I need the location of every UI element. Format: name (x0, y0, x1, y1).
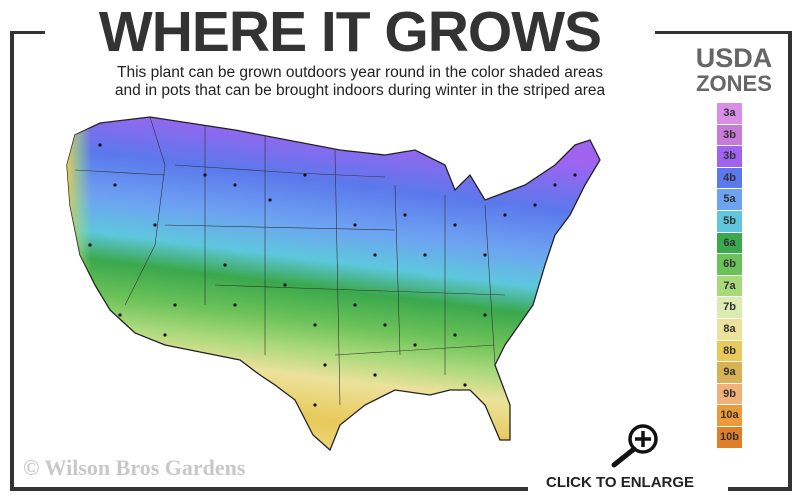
page-title: WHERE IT GROWS (98, 0, 602, 64)
city-dot (268, 198, 272, 202)
city-dot (383, 323, 387, 327)
city-dot (88, 243, 92, 247)
legend-zone-3b: 3b (717, 146, 742, 167)
legend-zone-10b: 10b (717, 426, 742, 448)
city-dot (423, 253, 427, 257)
legend-zone-6a: 6a (717, 232, 742, 254)
city-dot (313, 403, 317, 407)
city-dots (88, 143, 577, 407)
city-dot (453, 333, 457, 337)
city-dot (313, 323, 317, 327)
frame-gap (528, 478, 728, 492)
city-dot (233, 303, 237, 307)
legend-zone-3a: 3a (717, 103, 742, 124)
legend-zone-8b: 8b (717, 340, 742, 362)
city-dot (323, 363, 327, 367)
legend-zone-7b: 7b (717, 297, 742, 318)
zoom-in-icon[interactable] (608, 422, 664, 468)
city-dot (203, 173, 207, 177)
legend-zone-5a: 5a (717, 189, 742, 210)
city-dot (483, 253, 487, 257)
legend-zone-7a: 7a (717, 275, 742, 297)
city-dot (113, 183, 117, 187)
city-dot (373, 253, 377, 257)
legend-zone-8a: 8a (717, 318, 742, 340)
city-dot (98, 143, 102, 147)
legend-zone-6b: 6b (717, 254, 742, 275)
legend-zone-3b: 3b (717, 124, 742, 146)
click-to-enlarge-button[interactable]: CLICK TO ENLARGE (546, 474, 695, 491)
state-borders (74, 116, 506, 406)
city-dot (303, 173, 307, 177)
frame-gap (45, 24, 655, 38)
legend-zone-4b: 4b (717, 167, 742, 189)
usda-zone-map[interactable] (55, 105, 625, 455)
city-dot (233, 183, 237, 187)
subtitle-line: and in pots that can be brought indoors … (114, 82, 606, 99)
city-dot (373, 373, 377, 377)
city-dot (163, 333, 167, 337)
legend-title: USDA ZONES (680, 43, 788, 97)
city-dot (118, 313, 122, 317)
legend-zone-9a: 9a (717, 362, 742, 383)
city-dot (403, 213, 407, 217)
legend-zone-5b: 5b (717, 210, 742, 232)
city-dot (503, 213, 507, 217)
legend-title-line: ZONES (696, 71, 772, 96)
city-dot (353, 223, 357, 227)
city-dot (463, 383, 467, 387)
city-dot (533, 203, 537, 207)
city-dot (283, 283, 287, 287)
legend-title-line: USDA (695, 43, 773, 73)
city-dot (483, 313, 487, 317)
city-dot (553, 183, 557, 187)
city-dot (223, 263, 227, 267)
legend-zone-9b: 9b (717, 383, 742, 405)
city-dot (453, 223, 457, 227)
city-dot (173, 303, 177, 307)
copyright-watermark: © Wilson Bros Gardens (23, 455, 246, 480)
city-dot (573, 173, 577, 177)
us-outline (66, 116, 601, 452)
subtitle-line: This plant can be grown outdoors year ro… (117, 64, 603, 81)
subtitle: This plant can be grown outdoors year ro… (60, 64, 660, 100)
city-dot (353, 303, 357, 307)
city-dot (153, 223, 157, 227)
legend-zone-10a: 10a (717, 405, 742, 426)
zone-legend: 3a 3b 3b 4b 5a 5b 6a 6b 7a 7b 8a 8b 9a 9b 10a 10b (717, 103, 742, 449)
city-dot (413, 343, 417, 347)
